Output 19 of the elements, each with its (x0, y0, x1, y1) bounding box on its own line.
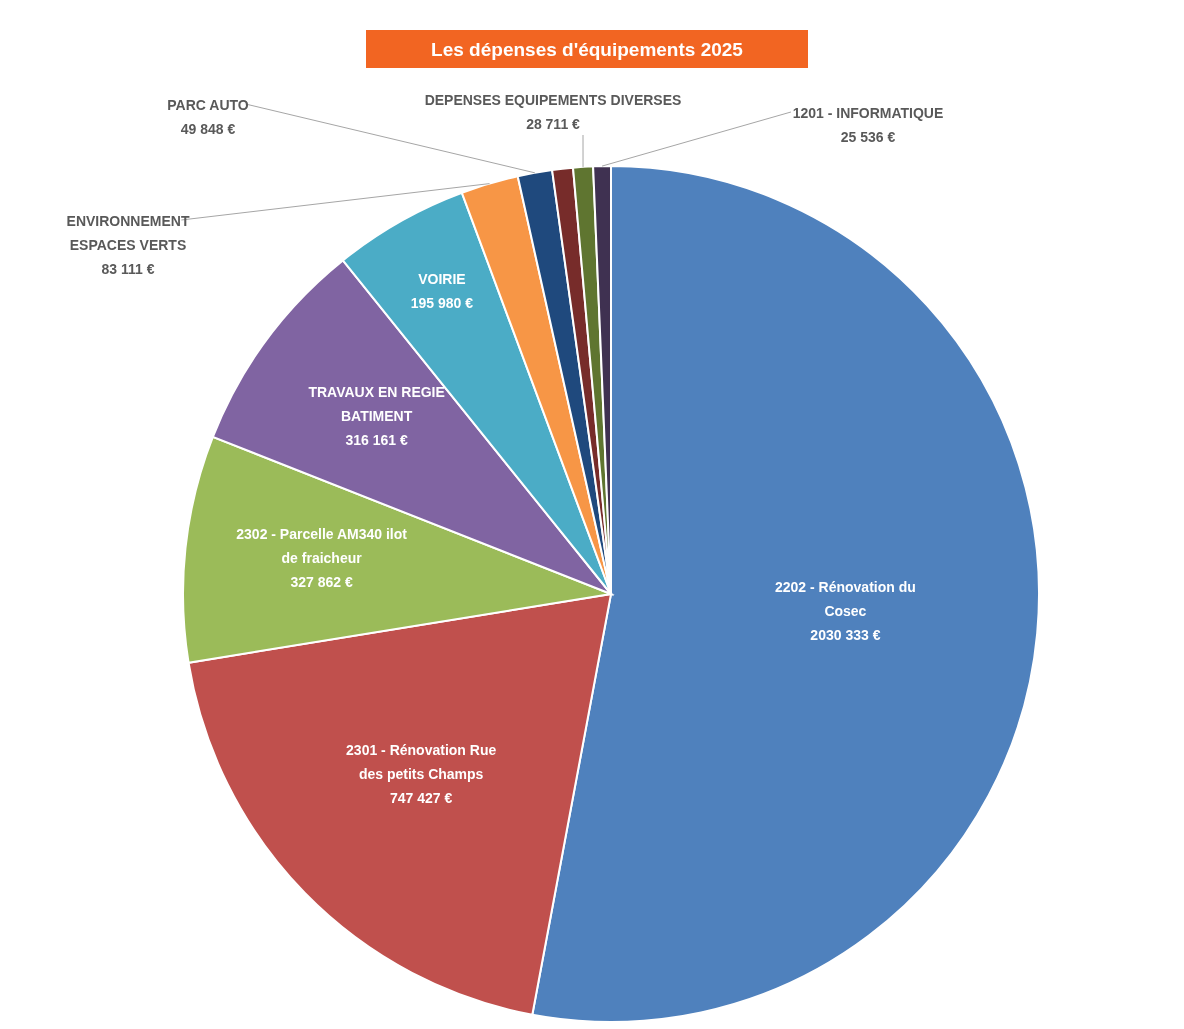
slice-label: 2302 - Parcelle AM340 ilot de fraicheur (236, 525, 408, 566)
slice-label: ENVIRONNEMENT ESPACES VERTS (66, 213, 190, 253)
data-label: 25 536 € (840, 129, 896, 145)
slice-label: 1201 - INFORMATIQUE (792, 105, 944, 121)
data-label: 747 427 € (390, 790, 453, 807)
data-label: 28 711 € (526, 116, 581, 132)
slice-label: VOIRIE (418, 271, 466, 288)
data-label: 316 161 € (345, 432, 409, 449)
data-label: 2030 333 € (810, 626, 881, 643)
chart-title: Les dépenses d'équipements 2025 (431, 39, 744, 60)
data-label: 195 980 € (410, 295, 474, 312)
slice-label: TRAVAUX EN REGIE BATIMENT (308, 384, 445, 425)
slice-label: PARC AUTO (167, 97, 249, 113)
data-label: 83 111 € (101, 261, 155, 277)
slice-label: 2202 - Rénovation du Cosec (774, 578, 916, 619)
slice-label: DEPENSES EQUIPEMENTS DIVERSES (424, 92, 682, 108)
data-label: 49 848 € (180, 121, 236, 137)
slice-label: 2301 - Rénovation Rue des petits Champs (346, 742, 497, 783)
data-label: 327 862 € (290, 573, 353, 590)
